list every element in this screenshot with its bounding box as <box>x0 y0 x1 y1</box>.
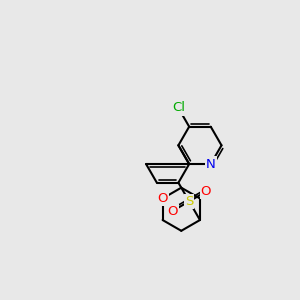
Text: Cl: Cl <box>172 101 185 115</box>
Text: O: O <box>201 185 211 198</box>
Text: S: S <box>185 195 194 208</box>
Text: N: N <box>206 158 216 170</box>
Text: O: O <box>158 192 168 205</box>
Text: O: O <box>167 205 178 218</box>
